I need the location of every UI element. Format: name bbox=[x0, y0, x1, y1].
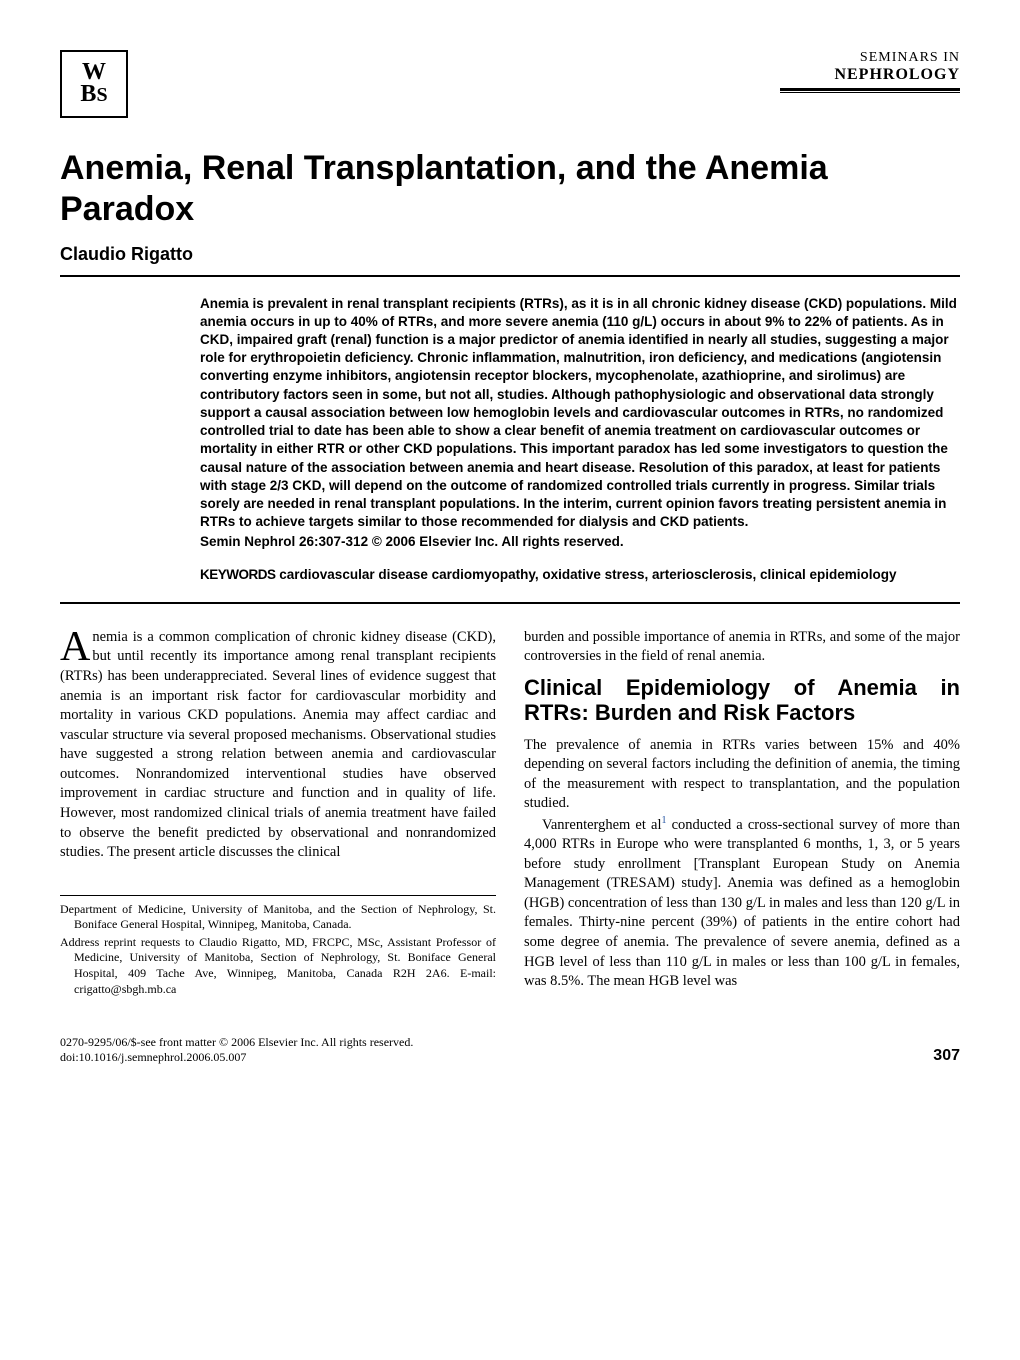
copyright-line: Semin Nephrol 26:307-312 © 2006 Elsevier… bbox=[200, 533, 960, 551]
logo-text: WBS bbox=[80, 62, 107, 105]
section-p2: Vanrenterghem et al1 conducted a cross-s… bbox=[524, 814, 960, 992]
footer-doi: doi:10.1016/j.semnephrol.2006.05.007 bbox=[60, 1050, 413, 1065]
right-column: burden and possible importance of anemia… bbox=[524, 628, 960, 999]
p2-part-b: conducted a cross-sectional survey of mo… bbox=[524, 817, 960, 990]
footer-left: 0270-9295/06/$-see front matter © 2006 E… bbox=[60, 1035, 413, 1065]
affiliation-address: Address reprint requests to Claudio Riga… bbox=[60, 935, 496, 997]
title-rule bbox=[60, 275, 960, 277]
intro-text: nemia is a common complication of chroni… bbox=[60, 629, 496, 860]
left-column: Anemia is a common complication of chron… bbox=[60, 628, 496, 999]
footer-issn: 0270-9295/06/$-see front matter © 2006 E… bbox=[60, 1035, 413, 1050]
body-columns: Anemia is a common complication of chron… bbox=[60, 628, 960, 999]
journal-line1: SEMINARS IN bbox=[780, 50, 960, 66]
page-footer: 0270-9295/06/$-see front matter © 2006 E… bbox=[60, 1035, 960, 1065]
keywords-label: KEYWORDS bbox=[200, 567, 276, 582]
dropcap: A bbox=[60, 628, 92, 666]
abstract-text: Anemia is prevalent in renal transplant … bbox=[200, 295, 960, 532]
journal-line2: NEPHROLOGY bbox=[780, 66, 960, 84]
section-p1: The prevalence of anemia in RTRs varies … bbox=[524, 736, 960, 814]
affiliation-dept: Department of Medicine, University of Ma… bbox=[60, 902, 496, 933]
abstract-rule bbox=[60, 602, 960, 604]
lead-continuation: burden and possible importance of anemia… bbox=[524, 628, 960, 667]
keywords-line: KEYWORDS cardiovascular disease cardiomy… bbox=[200, 566, 960, 584]
author-name: Claudio Rigatto bbox=[60, 244, 960, 265]
header: WBS SEMINARS IN NEPHROLOGY bbox=[60, 50, 960, 118]
p2-part-a: Vanrenterghem et al bbox=[542, 817, 661, 833]
abstract-block: Anemia is prevalent in renal transplant … bbox=[200, 295, 960, 584]
publisher-logo: WBS bbox=[60, 50, 128, 118]
journal-rule bbox=[780, 88, 960, 93]
journal-title-block: SEMINARS IN NEPHROLOGY bbox=[780, 50, 960, 93]
article-title: Anemia, Renal Transplantation, and the A… bbox=[60, 148, 960, 230]
page-number: 307 bbox=[933, 1047, 960, 1065]
intro-paragraph: Anemia is a common complication of chron… bbox=[60, 628, 496, 863]
keywords-text: cardiovascular disease cardiomyopathy, o… bbox=[279, 567, 896, 582]
section-heading: Clinical Epidemiology of Anemia in RTRs:… bbox=[524, 675, 960, 726]
affiliation-block: Department of Medicine, University of Ma… bbox=[60, 895, 496, 998]
